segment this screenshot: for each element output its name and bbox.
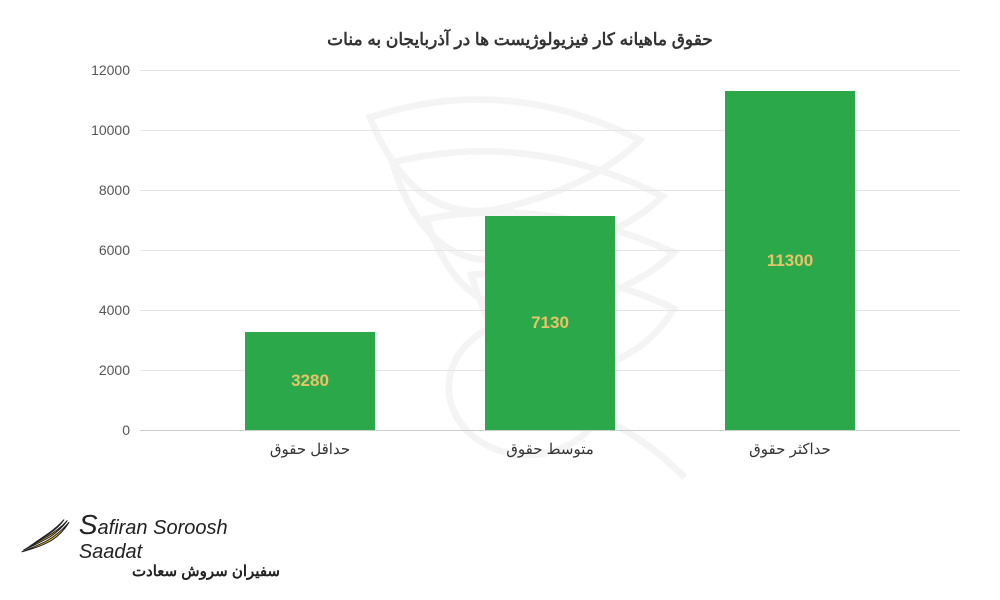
- bar-value: 3280: [291, 371, 329, 391]
- y-tick: 2000: [80, 362, 130, 378]
- y-tick: 4000: [80, 302, 130, 318]
- logo-main-text: Safiran Soroosh Saadat: [79, 509, 280, 564]
- bars-group: 3280 7130 11300: [140, 70, 960, 430]
- bar-avg: 7130: [485, 216, 615, 430]
- company-logo: Safiran Soroosh Saadat سفیران سروش سعادت: [20, 509, 280, 580]
- y-tick: 6000: [80, 242, 130, 258]
- x-axis-line: [140, 430, 960, 431]
- y-tick: 10000: [80, 122, 130, 138]
- bar-chart: حقوق ماهیانه کار فیزیولوژیست ها در آذربا…: [80, 30, 960, 500]
- logo-main-text-rest: afiran Soroosh Saadat: [79, 517, 228, 563]
- y-axis: 12000 10000 8000 6000 4000 2000 0: [80, 70, 140, 430]
- bar-max: 11300: [725, 91, 855, 430]
- wing-icon: [20, 517, 71, 557]
- y-tick: 12000: [80, 62, 130, 78]
- bar-value: 7130: [531, 313, 569, 333]
- x-label: حداکثر حقوق: [725, 440, 855, 458]
- x-labels: حداقل حقوق متوسط حقوق حداکثر حقوق: [140, 440, 960, 458]
- y-tick: 8000: [80, 182, 130, 198]
- plot-area: 12000 10000 8000 6000 4000 2000 0 3280 7…: [80, 70, 960, 470]
- x-label: متوسط حقوق: [485, 440, 615, 458]
- logo-sub-text: سفیران سروش سعادت: [80, 562, 280, 580]
- y-tick: 0: [80, 422, 130, 438]
- logo-top-row: Safiran Soroosh Saadat: [20, 509, 280, 564]
- x-label: حداقل حقوق: [245, 440, 375, 458]
- bar-min: 3280: [245, 332, 375, 430]
- bar-value: 11300: [767, 251, 813, 271]
- chart-title: حقوق ماهیانه کار فیزیولوژیست ها در آذربا…: [80, 30, 960, 50]
